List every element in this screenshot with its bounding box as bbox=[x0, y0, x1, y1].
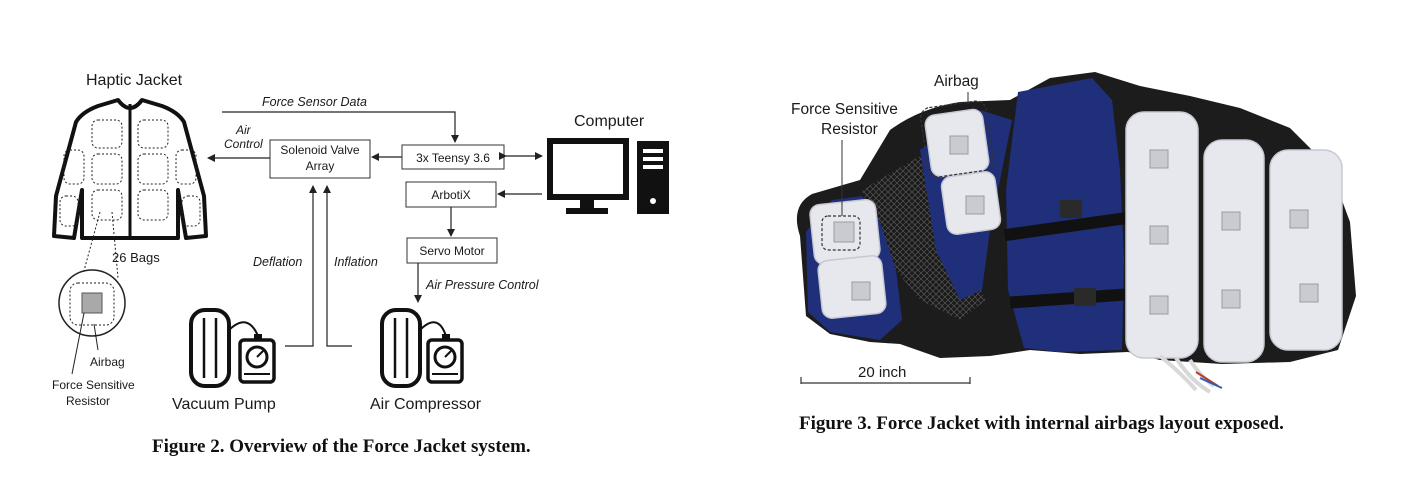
servo-motor-label: Servo Motor bbox=[419, 244, 484, 258]
bags-count-label: 26 Bags bbox=[112, 250, 160, 265]
figure-3-photo: Airbag Force Sensitive Resistor 20 inch bbox=[791, 72, 1356, 394]
solenoid-label-line1: Solenoid Valve bbox=[280, 143, 359, 157]
inflation-label: Inflation bbox=[334, 255, 378, 269]
air-control-label-line2: Control bbox=[224, 137, 263, 151]
force-sensor-data-label: Force Sensor Data bbox=[262, 95, 367, 109]
airbag-highlight-outline bbox=[920, 100, 994, 178]
vacuum-pump-label: Vacuum Pump bbox=[172, 396, 276, 413]
air-control-label-line1: Air bbox=[235, 123, 252, 137]
deflation-label: Deflation bbox=[253, 255, 302, 269]
scale-bar bbox=[800, 377, 971, 384]
air-compressor-icon bbox=[380, 308, 464, 388]
jacket-airbag-outlines bbox=[59, 119, 201, 227]
figure-2-diagram: Haptic Jacket 26 Bags Airbag bbox=[52, 72, 669, 413]
fsr-highlight-outline bbox=[821, 215, 861, 251]
haptic-jacket-title: Haptic Jacket bbox=[86, 72, 183, 89]
deflation-line bbox=[285, 185, 317, 347]
solenoid-label-line2: Array bbox=[306, 159, 335, 173]
arbotix-label: ArbotiX bbox=[431, 188, 470, 202]
force-sensor-data-arrow bbox=[222, 111, 459, 143]
air-pressure-control-label: Air Pressure Control bbox=[425, 278, 540, 292]
arbotix-box bbox=[405, 181, 497, 208]
jacket-photo-fsr-squares bbox=[833, 135, 1319, 315]
fsr-label-fig3-line1: Force Sensitive bbox=[791, 101, 898, 118]
figure-3-caption: Figure 3. Force Jacket with internal air… bbox=[799, 413, 1284, 434]
computer-icon bbox=[547, 138, 669, 214]
solenoid-valve-box bbox=[269, 139, 371, 179]
haptic-jacket-icon bbox=[52, 98, 208, 240]
jacket-photo-straps bbox=[1003, 200, 1141, 309]
servo-motor-box bbox=[406, 237, 498, 264]
fsr-label-fig3-line2: Resistor bbox=[821, 121, 878, 138]
inflation-line bbox=[323, 185, 352, 347]
fsr-label-fig2-line2: Resistor bbox=[66, 394, 110, 408]
air-compressor-label: Air Compressor bbox=[370, 396, 482, 413]
computer-title: Computer bbox=[574, 113, 645, 130]
teensy-label: 3x Teensy 3.6 bbox=[416, 151, 490, 165]
scale-bar-label: 20 inch bbox=[858, 364, 906, 381]
vacuum-pump-icon bbox=[189, 308, 276, 388]
teensy-box bbox=[401, 144, 505, 170]
airbag-label-fig3: Airbag bbox=[934, 73, 979, 90]
fsr-label-fig2-line1: Force Sensitive bbox=[52, 378, 135, 392]
airbag-label-fig2: Airbag bbox=[90, 355, 125, 369]
figure-2-caption: Figure 2. Overview of the Force Jacket s… bbox=[152, 436, 531, 457]
airbag-detail-icon bbox=[58, 269, 126, 337]
